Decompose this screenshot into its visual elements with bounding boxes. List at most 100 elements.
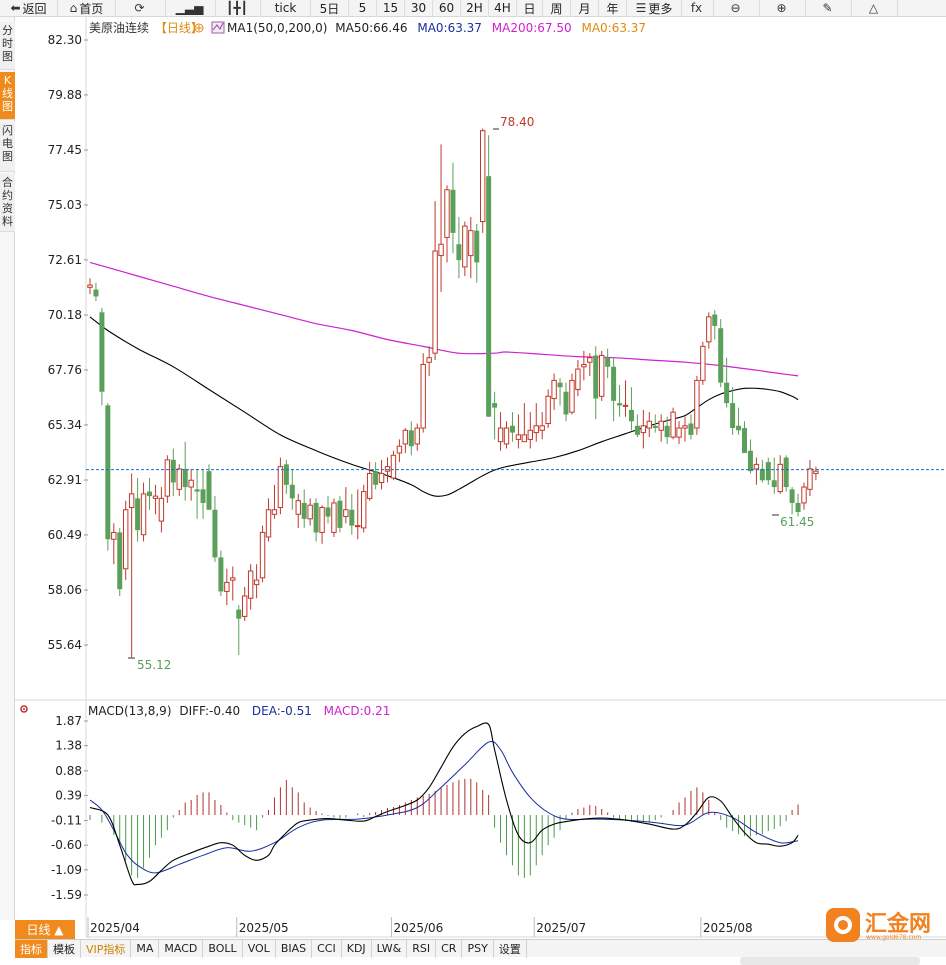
indicator-tab-1[interactable]: 模板 — [48, 939, 81, 958]
candle-body-up — [753, 463, 760, 470]
macd-y-tick-label: 1.38 — [55, 739, 82, 753]
period-dropdown-button[interactable]: 日线 ▲ — [15, 920, 75, 939]
toolbar-formula-icon[interactable]: fx — [682, 0, 714, 17]
candle-body-up — [361, 491, 367, 529]
candle-body-up — [247, 570, 254, 599]
dea-line — [89, 740, 799, 874]
candle-body-down — [474, 230, 480, 263]
candle-body-down — [93, 289, 99, 297]
indicator-tab-5[interactable]: BOLL — [203, 939, 243, 958]
candle-body-down — [611, 366, 617, 401]
zoom-in-icon: ⊕ — [776, 1, 787, 15]
indicator-tab-13[interactable]: PSY — [462, 939, 494, 958]
ma-indicator-icon[interactable] — [211, 21, 225, 34]
indicator-tab-0[interactable]: 指标 — [15, 939, 48, 958]
toolbar-triangle-icon[interactable]: △ — [852, 0, 898, 17]
toolbar-btn-11[interactable]: 2H — [461, 0, 489, 17]
toolbar-zoom-out-icon[interactable]: ⊖ — [714, 0, 760, 17]
side-tab-1[interactable]: K线图 — [0, 72, 15, 120]
indicator-tab-2[interactable]: VIP指标 — [81, 939, 132, 958]
top-toolbar: ⬅ 返回 ⌂ 首页 ⟳ ▁▃▅ ┃╋┃ tick 5日 5 15 30 60 2H 4H 日周月年 ☰ 更多 fx ⊖… — [0, 0, 946, 17]
candle-body-up — [384, 466, 391, 472]
toolbar-label: 60 — [438, 1, 455, 15]
candle-body-down — [688, 423, 694, 435]
toolbar-btn-5[interactable]: tick — [261, 0, 311, 17]
toolbar-btn-10[interactable]: 60 — [433, 0, 461, 17]
macd-pane[interactable]: MACD(13,8,9) DIFF:-0.40 DEA:-0.51 MACD:0… — [20, 704, 799, 902]
macd-legend-dea: DEA:-0.51 — [252, 704, 312, 718]
legend-settings-icon[interactable] — [194, 23, 204, 33]
toolbar-bar-chart-icon[interactable]: ▁▃▅ — [166, 0, 216, 17]
y-tick-label: 79.88 — [48, 88, 82, 102]
candle-body-down — [783, 457, 789, 488]
indicator-tab-8[interactable]: CCI — [312, 939, 342, 958]
side-tab-3[interactable]: 合约资料 — [0, 174, 15, 232]
side-tab-2[interactable]: 闪电图 — [0, 122, 15, 172]
x-axis-ticks: 2025/04 2025/05 2025/06 2025/07 2025/08 — [87, 917, 753, 937]
candle-body-down — [724, 382, 730, 404]
toolbar-btn-6[interactable]: 5日 — [311, 0, 349, 17]
toolbar-candlestick-icon[interactable]: ┃╋┃ — [216, 0, 261, 17]
toolbar-zoom-in-icon[interactable]: ⊕ — [760, 0, 806, 17]
toolbar-btn-0[interactable]: ⬅ 返回 — [0, 0, 58, 17]
macd-y-tick-label: 1.87 — [55, 714, 82, 728]
candle-body-down — [147, 491, 152, 497]
candle-body-up — [777, 463, 783, 493]
legend-ma50: MA50:66.46 — [335, 21, 407, 35]
toolbar-label: 首页 — [79, 1, 104, 16]
candle-body-up — [497, 427, 504, 443]
toolbar-btn-12[interactable]: 4H — [489, 0, 517, 17]
toolbar-btn-16[interactable]: 年 — [599, 0, 627, 17]
indicator-tab-6[interactable]: VOL — [243, 939, 276, 958]
macd-settings-icon[interactable] — [20, 705, 28, 713]
candle-body-down — [117, 532, 123, 590]
candle-body-down — [194, 489, 200, 492]
candle-body-up — [569, 379, 575, 413]
candle-body-up — [676, 427, 682, 438]
toolbar-btn-1[interactable]: ⌂ 首页 — [58, 0, 116, 17]
toolbar-btn-9[interactable]: 30 — [405, 0, 433, 17]
candle-body-up — [271, 509, 278, 515]
candle-body-down — [593, 355, 599, 399]
side-tab-0[interactable]: 分时图 — [0, 22, 15, 70]
candle-body-up — [152, 495, 159, 499]
toolbar-refresh-icon[interactable]: ⟳ — [116, 0, 166, 17]
candle-body-up — [599, 354, 605, 397]
candle-body-down — [765, 462, 771, 481]
candle-body-down — [634, 425, 640, 435]
indicator-tab-4[interactable]: MACD — [159, 939, 204, 958]
candle-body-up — [319, 506, 325, 533]
toolbar-btn-13[interactable]: 日 — [517, 0, 543, 17]
macd-y-tick-label: -0.60 — [51, 838, 82, 852]
toolbar-pen-icon[interactable]: ✎ — [806, 0, 852, 17]
toolbar-btn-7[interactable]: 5 — [349, 0, 377, 17]
indicator-tab-11[interactable]: RSI — [407, 939, 437, 958]
candle-body-up — [111, 531, 117, 540]
y-tick-label: 72.61 — [48, 253, 82, 267]
indicator-tab-10[interactable]: LW& — [372, 939, 408, 958]
indicator-tab-12[interactable]: CR — [436, 939, 463, 958]
toolbar-btn-15[interactable]: 月 — [571, 0, 599, 17]
candle-body-down — [313, 502, 319, 533]
kline-pane[interactable]: 82.30 79.88 77.45 75.03 72.61 70.18 67.76 65.34… — [15, 17, 946, 938]
indicator-tab-9[interactable]: KDJ — [342, 939, 372, 958]
toolbar-btn-14[interactable]: 周 — [543, 0, 571, 17]
candle-body-down — [456, 244, 462, 261]
horizontal-scrollbar[interactable] — [740, 957, 920, 965]
kline-legend: 美原油连续 【日线】 — [89, 20, 203, 35]
indicator-tab-3[interactable]: MA — [131, 939, 160, 958]
toolbar-btn-17[interactable]: ☰ 更多 — [627, 0, 682, 17]
watermark-name: 汇金网 — [865, 912, 932, 937]
candle-body-up — [682, 425, 688, 429]
candle-body-down — [105, 405, 111, 540]
candle-body-down — [771, 480, 777, 488]
indicator-tab-14[interactable]: 设置 — [494, 939, 527, 958]
toolbar-label: 30 — [410, 1, 427, 15]
ma-indicator-icon-line — [212, 22, 224, 31]
indicator-tab-7[interactable]: BIAS — [276, 939, 313, 958]
toolbar-btn-8[interactable]: 15 — [377, 0, 405, 17]
y-tick-label: 55.64 — [48, 638, 82, 652]
candle-body-up — [128, 493, 135, 508]
macd-y-tick-label: 0.39 — [55, 788, 82, 802]
